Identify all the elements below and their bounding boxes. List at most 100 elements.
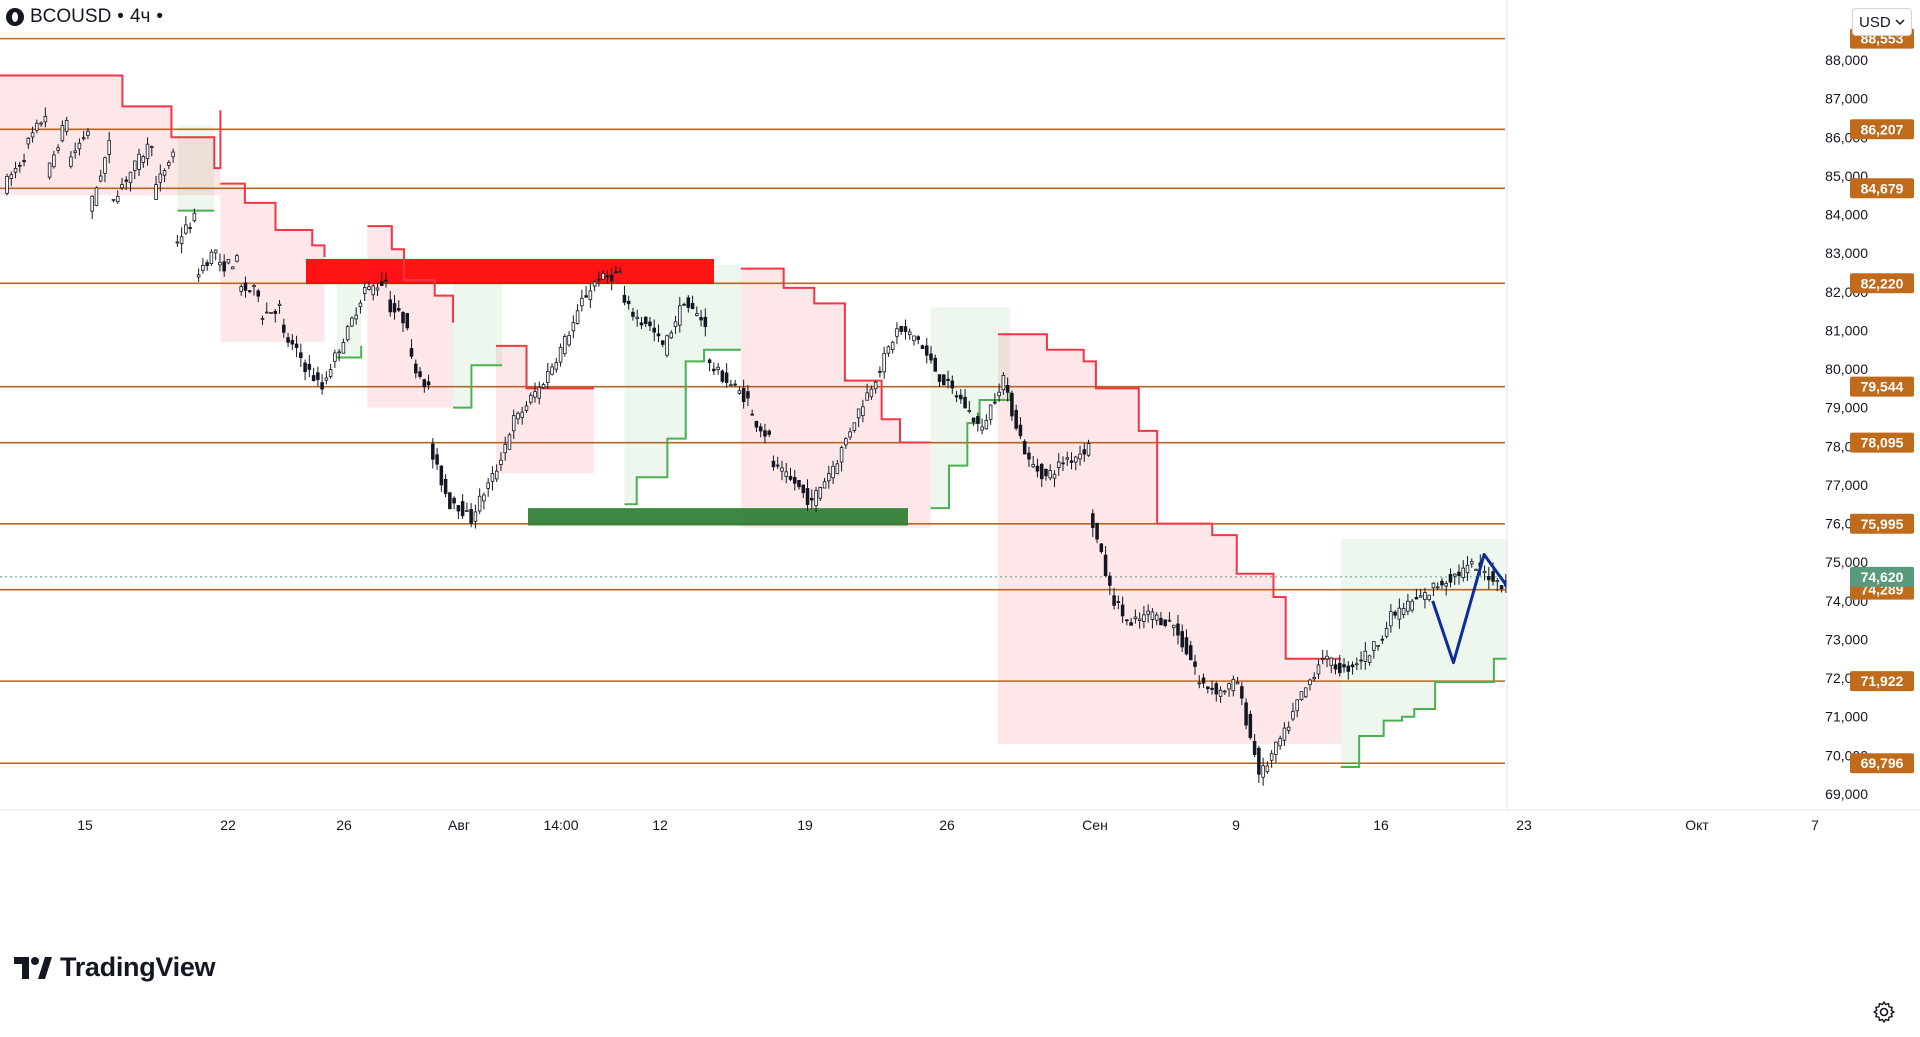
- candle-body[interactable]: [354, 314, 358, 320]
- candle-body[interactable]: [320, 382, 324, 390]
- candle-body[interactable]: [678, 305, 682, 326]
- candle-body[interactable]: [1086, 443, 1091, 456]
- candle-body[interactable]: [145, 143, 150, 160]
- candle-body[interactable]: [81, 137, 86, 140]
- candle-body[interactable]: [196, 274, 201, 278]
- candle-body[interactable]: [1350, 664, 1355, 668]
- candle-body[interactable]: [213, 249, 218, 254]
- candle-body[interactable]: [1074, 456, 1078, 463]
- candle-body[interactable]: [899, 325, 903, 332]
- candle-body[interactable]: [1286, 726, 1291, 731]
- candle-body[interactable]: [507, 434, 512, 450]
- candle-body[interactable]: [426, 381, 431, 386]
- candle-body[interactable]: [499, 459, 503, 465]
- candle-body[interactable]: [175, 241, 180, 244]
- candle-body[interactable]: [435, 454, 439, 465]
- candle-body[interactable]: [133, 160, 137, 171]
- candle-body[interactable]: [1167, 619, 1172, 622]
- candle-body[interactable]: [150, 146, 154, 148]
- candle-body[interactable]: [414, 363, 418, 374]
- candle-body[interactable]: [158, 173, 163, 183]
- candle-body[interactable]: [959, 394, 963, 400]
- candle-body[interactable]: [52, 154, 56, 168]
- candle-body[interactable]: [269, 312, 273, 314]
- candle-body[interactable]: [30, 132, 35, 138]
- candle-body[interactable]: [648, 321, 652, 327]
- candle-body[interactable]: [1329, 657, 1334, 666]
- candle-body[interactable]: [1487, 576, 1491, 581]
- candle-body[interactable]: [401, 312, 405, 324]
- candle-body[interactable]: [1184, 637, 1189, 655]
- resistance-zone[interactable]: [306, 258, 714, 285]
- candle-body[interactable]: [1061, 462, 1065, 465]
- candle-body[interactable]: [511, 415, 516, 432]
- candle-body[interactable]: [942, 374, 946, 386]
- supertrend-up-line[interactable]: [624, 348, 741, 506]
- candle-body[interactable]: [124, 179, 129, 182]
- candle-body[interactable]: [9, 174, 14, 180]
- candle-body[interactable]: [946, 378, 950, 382]
- candle-body[interactable]: [230, 266, 235, 270]
- candle-body[interactable]: [60, 124, 65, 142]
- candle-body[interactable]: [1312, 677, 1316, 680]
- candle-body[interactable]: [788, 476, 793, 480]
- candle-body[interactable]: [1393, 611, 1397, 616]
- candle-body[interactable]: [294, 343, 299, 348]
- supertrend-up-line[interactable]: [930, 392, 1012, 510]
- candle-body[interactable]: [1231, 679, 1236, 692]
- candle-body[interactable]: [1244, 702, 1248, 726]
- candle-body[interactable]: [699, 317, 703, 321]
- candle-body[interactable]: [716, 366, 720, 370]
- candle-body[interactable]: [1018, 424, 1023, 437]
- candle-body[interactable]: [1431, 582, 1436, 589]
- candle-body[interactable]: [1338, 662, 1342, 674]
- candle-body[interactable]: [192, 212, 197, 222]
- gear-icon[interactable]: [1872, 1000, 1896, 1024]
- candle-body[interactable]: [282, 324, 286, 333]
- candle-body[interactable]: [916, 336, 920, 340]
- candle-body[interactable]: [201, 265, 205, 271]
- candle-body[interactable]: [1159, 617, 1163, 626]
- candle-body[interactable]: [741, 387, 746, 403]
- candle-body[interactable]: [337, 351, 341, 354]
- candle-body[interactable]: [1359, 659, 1363, 662]
- candle-body[interactable]: [784, 471, 788, 477]
- candle-body[interactable]: [792, 477, 797, 484]
- candle-body[interactable]: [1333, 664, 1338, 670]
- candle-body[interactable]: [810, 497, 814, 501]
- candle-body[interactable]: [1035, 465, 1040, 472]
- candle-body[interactable]: [367, 286, 371, 290]
- supertrend-down-line[interactable]: [740, 267, 931, 444]
- candle-body[interactable]: [431, 443, 435, 460]
- candle-body[interactable]: [980, 426, 984, 431]
- candle-body[interactable]: [162, 170, 167, 176]
- candle-body[interactable]: [558, 347, 563, 363]
- candle-body[interactable]: [1150, 611, 1155, 620]
- candle-body[interactable]: [1474, 568, 1478, 571]
- candle-body[interactable]: [767, 430, 771, 435]
- candle-body[interactable]: [1010, 392, 1014, 417]
- candle-body[interactable]: [635, 316, 639, 320]
- candle-body[interactable]: [1095, 522, 1099, 540]
- candle-body[interactable]: [465, 509, 469, 512]
- supertrend-down-line[interactable]: [0, 74, 222, 170]
- candle-body[interactable]: [422, 379, 427, 388]
- candle-body[interactable]: [533, 391, 537, 398]
- candle-body[interactable]: [303, 362, 307, 373]
- candle-body[interactable]: [695, 313, 699, 316]
- candle-body[interactable]: [69, 156, 73, 167]
- candle-body[interactable]: [1440, 580, 1444, 586]
- candle-body[interactable]: [682, 303, 686, 306]
- candle-body[interactable]: [886, 346, 891, 354]
- candle-body[interactable]: [473, 511, 478, 522]
- candle-body[interactable]: [660, 340, 665, 345]
- candle-body[interactable]: [1380, 638, 1385, 641]
- candle-body[interactable]: [456, 505, 461, 512]
- candle-body[interactable]: [1401, 607, 1406, 615]
- candle-body[interactable]: [482, 494, 486, 502]
- candle-body[interactable]: [903, 326, 908, 332]
- candle-body[interactable]: [720, 370, 725, 382]
- candle-body[interactable]: [115, 195, 120, 203]
- candle-body[interactable]: [592, 281, 597, 287]
